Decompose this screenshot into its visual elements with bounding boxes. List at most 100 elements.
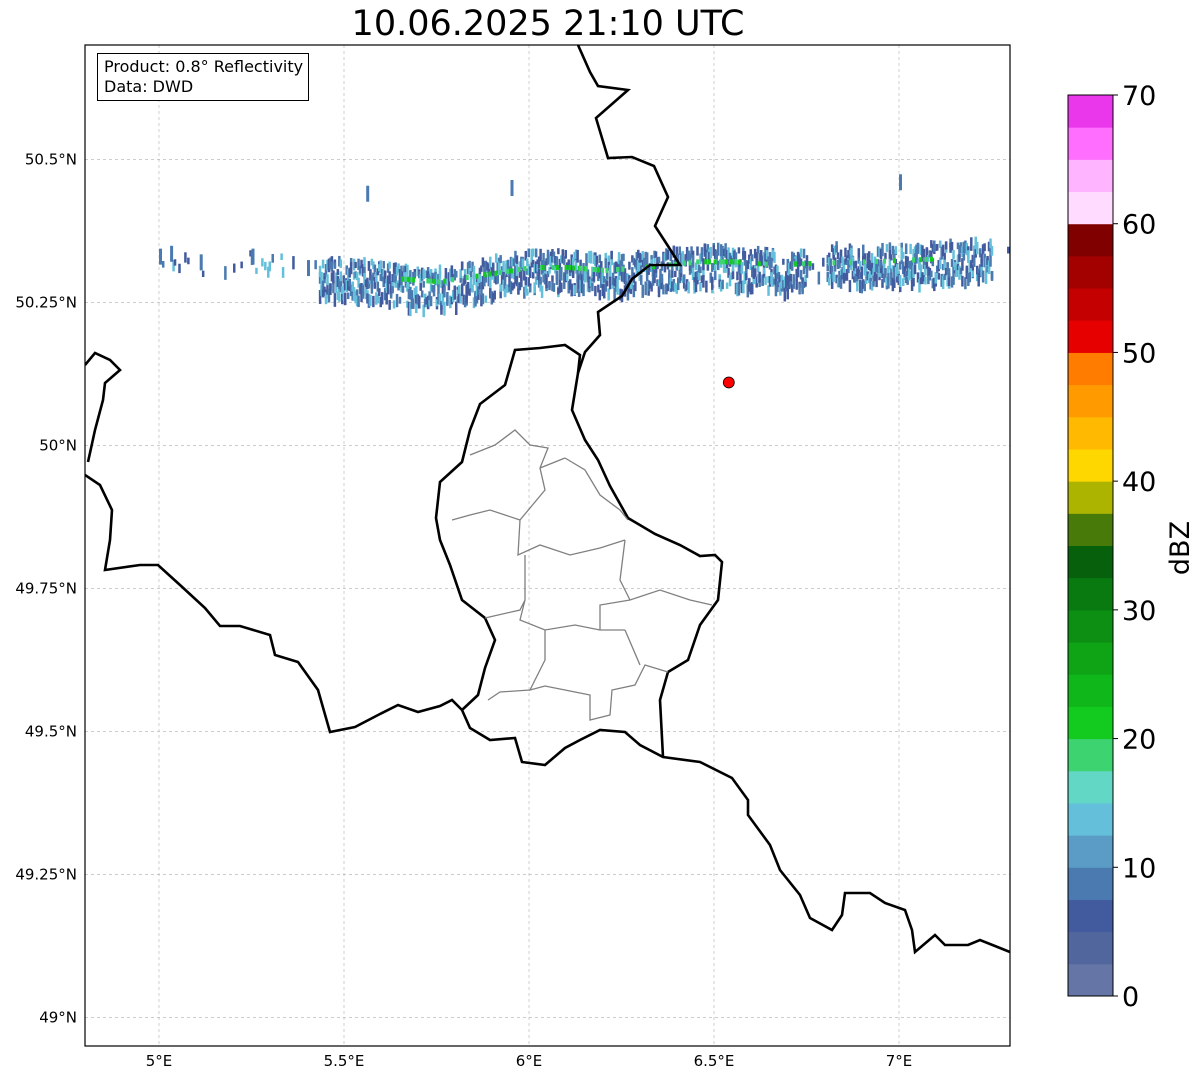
echo-core-cell	[929, 256, 933, 262]
echo-cell	[641, 284, 644, 298]
echo-cell	[867, 273, 871, 284]
echo-cell	[354, 271, 357, 279]
echo-cell	[345, 265, 348, 275]
echo-cell	[459, 293, 462, 304]
echo-cell	[764, 253, 767, 262]
echo-cell	[447, 283, 451, 291]
echo-cell	[906, 256, 909, 266]
echo-cell	[514, 250, 517, 263]
echo-cell	[490, 267, 494, 275]
echo-cell	[409, 286, 412, 300]
echo-cell	[364, 286, 368, 295]
colorbar-tick-label: 20	[1122, 725, 1156, 756]
echo-cell	[722, 260, 726, 273]
echo-cell	[494, 276, 498, 285]
echo-cell	[395, 280, 399, 288]
echo-cell	[928, 267, 932, 276]
echo-cell	[240, 261, 243, 269]
echo-cell	[694, 271, 698, 286]
echo-core-cell	[410, 277, 414, 283]
border-germany-belgium-luxembourg	[570, 45, 724, 758]
echo-core-cell	[428, 278, 432, 284]
echo-cell	[457, 291, 461, 304]
echo-cell	[912, 277, 915, 287]
echo-cell	[351, 289, 354, 301]
echo-cell	[619, 260, 622, 274]
echo-core-cell	[724, 259, 728, 265]
echo-cell	[953, 262, 957, 271]
echo-cell	[327, 262, 331, 270]
echo-cell	[335, 272, 338, 284]
echo-cell	[961, 275, 964, 287]
echo-cell	[928, 250, 932, 258]
echo-core-cell	[621, 266, 625, 272]
echo-cell	[771, 276, 775, 287]
echo-cell	[641, 251, 644, 260]
echo-cell	[650, 283, 653, 292]
echo-cell	[441, 292, 445, 306]
echo-cell	[344, 282, 347, 291]
echo-cell	[419, 274, 422, 284]
echo-core-cell	[875, 258, 879, 264]
echo-cell	[438, 293, 442, 305]
echo-cell	[409, 302, 412, 317]
colorbar-segment	[1068, 95, 1113, 128]
echo-cell	[595, 259, 599, 270]
echo-cell	[974, 249, 977, 258]
echo-cell	[418, 295, 421, 309]
echo-cell	[625, 273, 628, 286]
colorbar-segment	[1068, 481, 1113, 514]
echo-cell	[888, 242, 892, 250]
echo-cell	[640, 265, 643, 274]
echo-cell	[716, 260, 720, 271]
echo-cell	[571, 268, 575, 279]
echo-cell	[579, 277, 582, 292]
echo-cell	[460, 283, 464, 297]
echo-cell	[514, 265, 517, 275]
echo-cell	[919, 277, 923, 285]
echo-cell	[537, 268, 541, 281]
echo-cell	[786, 275, 790, 287]
echo-cell	[518, 269, 522, 278]
echo-cell	[373, 276, 377, 289]
echo-cell	[341, 293, 344, 305]
echo-cell	[348, 279, 351, 287]
echo-cell	[785, 285, 788, 292]
echo-cell	[841, 256, 844, 267]
echo-cell	[537, 276, 541, 288]
echo-cell	[774, 274, 778, 286]
echo-cell	[471, 261, 474, 273]
echo-cell	[267, 266, 270, 278]
echo-cell	[748, 278, 751, 292]
echo-core-cell	[924, 256, 928, 262]
plot-background	[85, 45, 1010, 1046]
colorbar-segment	[1068, 127, 1113, 160]
echo-cell	[628, 275, 631, 285]
echo-cell	[980, 253, 983, 264]
colorbar-segment	[1068, 416, 1113, 450]
echo-cell	[603, 284, 606, 298]
echo-cell	[792, 277, 795, 289]
echo-cell	[674, 282, 677, 292]
echo-fragment	[199, 254, 203, 271]
echo-cell	[690, 246, 693, 254]
echo-cell	[561, 249, 565, 256]
echo-cell	[845, 258, 849, 266]
echo-cell	[463, 274, 467, 284]
echo-cell	[737, 263, 741, 273]
echo-cell	[381, 292, 384, 305]
colorbar-tick-label: 70	[1122, 81, 1156, 112]
echo-cell	[620, 254, 624, 267]
echo-core-cell	[404, 276, 408, 282]
echo-cell	[539, 248, 542, 262]
echo-cell	[466, 262, 470, 275]
echo-cell	[622, 253, 625, 261]
echo-cell	[802, 248, 806, 259]
echo-cell	[537, 256, 541, 269]
echo-cell	[727, 253, 730, 265]
echo-cell	[554, 266, 557, 274]
colorbar-segment	[1068, 963, 1113, 997]
echo-cell	[404, 280, 408, 288]
echo-cell	[415, 295, 418, 304]
echo-cell	[801, 277, 804, 288]
